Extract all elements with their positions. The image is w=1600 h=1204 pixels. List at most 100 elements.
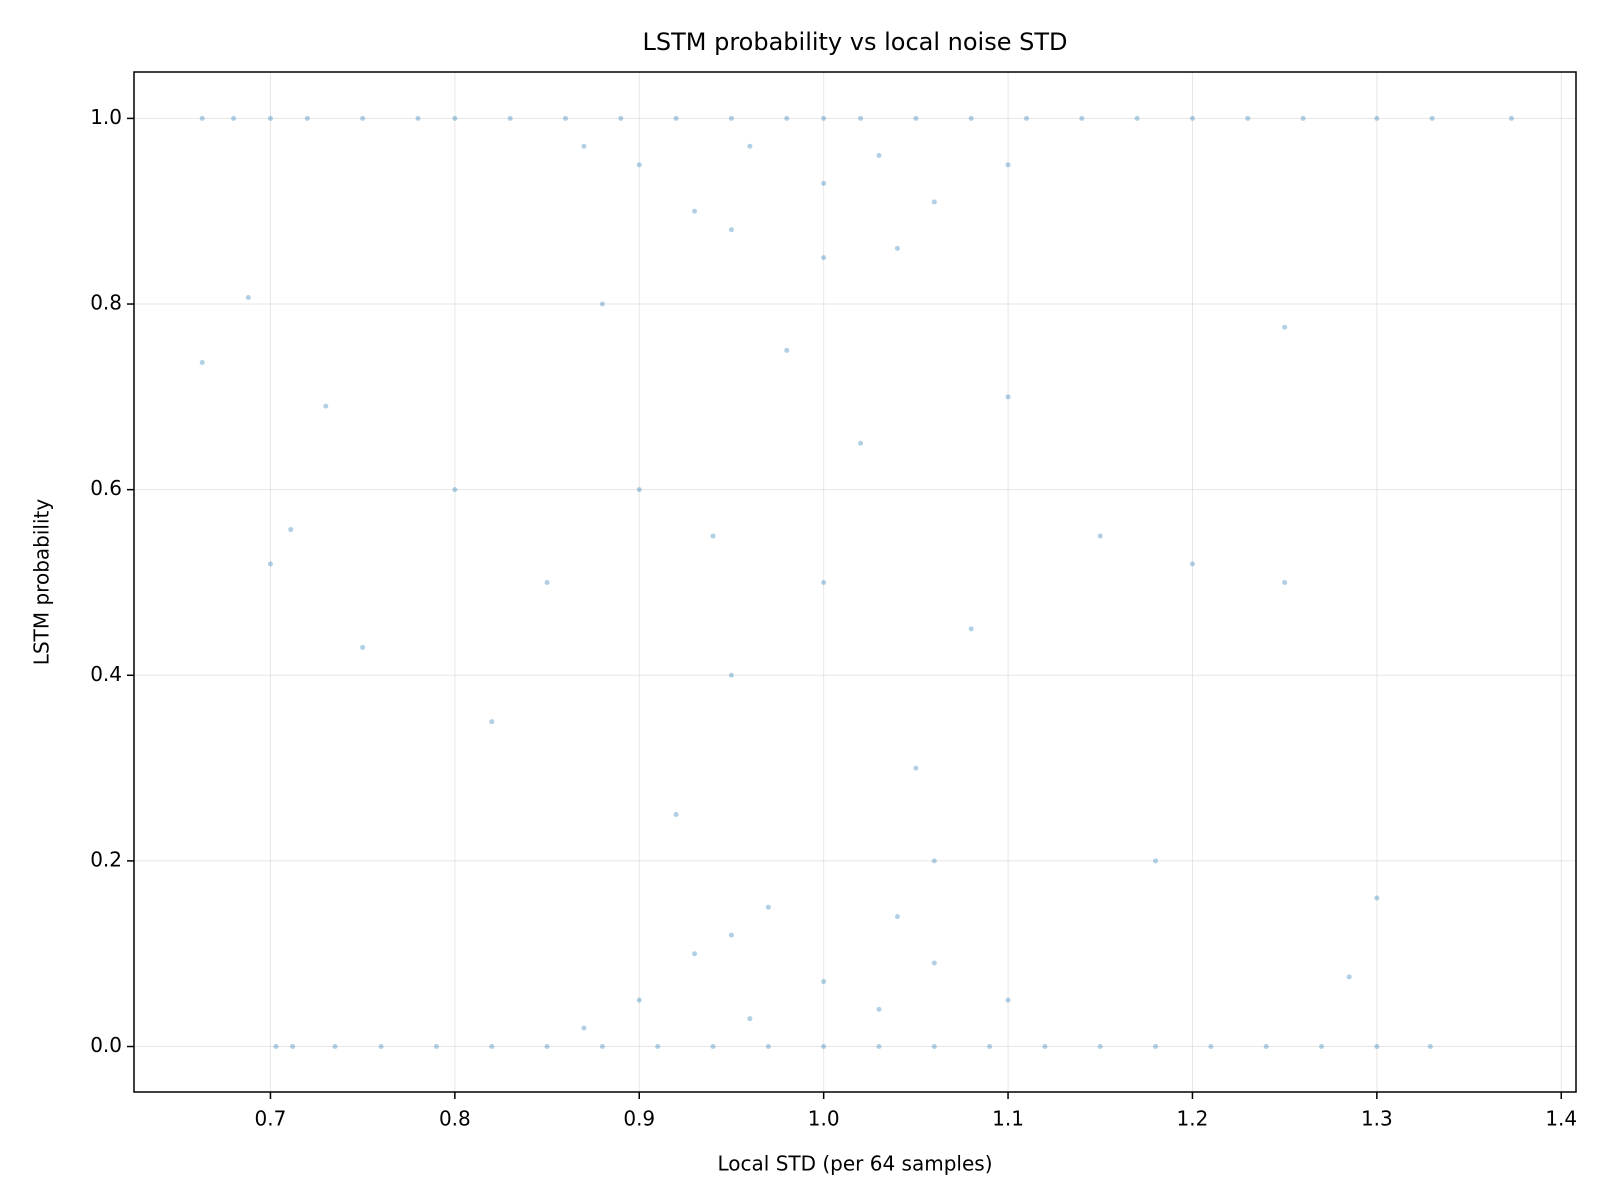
x-tick-label: 0.8 [439,1107,471,1131]
point [784,347,790,353]
point [765,1044,771,1050]
point [415,115,421,121]
point [1005,997,1011,1003]
point [636,997,642,1003]
x-tick-label: 1.2 [1177,1107,1209,1131]
point [821,115,827,121]
point [655,1044,661,1050]
point [378,1044,384,1050]
point [1153,858,1159,864]
y-tick-label: 0.6 [90,476,122,500]
point [876,1006,882,1012]
point [894,914,900,920]
point [599,301,605,307]
point [1005,162,1011,168]
point [360,115,366,121]
point [765,904,771,910]
point [1374,1044,1380,1050]
chart-title: LSTM probability vs local noise STD [642,28,1067,56]
point [728,115,734,121]
point [1282,579,1288,585]
point [1005,394,1011,400]
y-tick-label: 1.0 [90,105,122,129]
point [1042,1044,1048,1050]
point [876,153,882,159]
point [636,487,642,493]
x-tick-label: 0.7 [255,1107,287,1131]
point [636,162,642,168]
point [304,115,310,121]
point [332,1044,338,1050]
point [1245,115,1251,121]
point [1508,115,1514,121]
point [1282,324,1288,330]
point [1300,115,1306,121]
point [1427,1044,1433,1050]
x-tick-label: 1.4 [1545,1107,1577,1131]
point [1319,1044,1325,1050]
point [968,626,974,632]
point [360,644,366,650]
point [452,115,458,121]
point [433,1044,439,1050]
point [1374,115,1380,121]
point [1097,1044,1103,1050]
point [876,1044,882,1050]
point [1208,1044,1214,1050]
point [581,143,587,149]
point [1189,115,1195,121]
point [581,1025,587,1031]
x-tick-label: 1.1 [992,1107,1024,1131]
point [562,115,568,121]
point [913,115,919,121]
point [728,672,734,678]
point [673,115,679,121]
x-axis-label: Local STD (per 64 samples) [718,1152,993,1176]
point [199,115,205,121]
y-tick-label: 0.2 [90,847,122,871]
point [507,115,513,121]
point [821,1044,827,1050]
point [199,360,205,366]
point [323,403,329,409]
point [290,1044,296,1050]
point [1097,533,1103,539]
point [728,227,734,233]
point [931,199,937,205]
point [1153,1044,1159,1050]
point [987,1044,993,1050]
point [913,765,919,771]
point [894,245,900,251]
point [544,579,550,585]
point [618,115,624,121]
x-tick-label: 0.9 [623,1107,655,1131]
y-tick-label: 0.8 [90,291,122,315]
point [747,1016,753,1022]
point [452,487,458,493]
y-tick-label: 0.0 [90,1033,122,1057]
point [599,1044,605,1050]
point [931,960,937,966]
point [710,533,716,539]
x-tick-label: 1.3 [1361,1107,1393,1131]
plot-frame [133,71,1577,1093]
point [1429,115,1435,121]
point [968,115,974,121]
point [931,1044,937,1050]
point [821,579,827,585]
point [1189,561,1195,567]
point [821,979,827,985]
point [489,719,495,725]
x-tick-label: 1.0 [808,1107,840,1131]
point [1023,115,1029,121]
point [747,143,753,149]
point [1134,115,1140,121]
point [858,440,864,446]
point [1079,115,1085,121]
point [267,115,273,121]
point [710,1044,716,1050]
point [692,208,698,214]
point [273,1044,279,1050]
